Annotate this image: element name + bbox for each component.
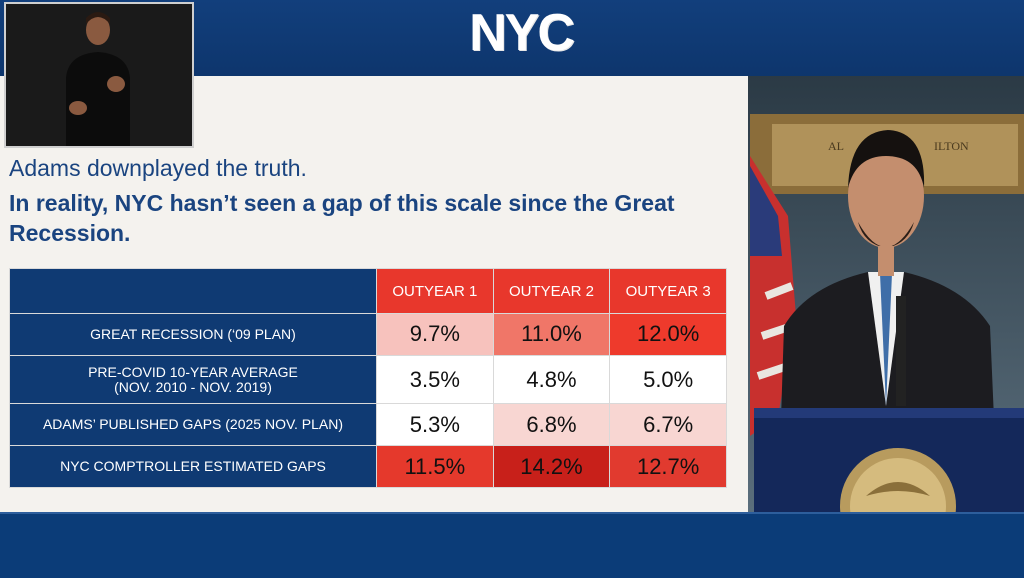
row-label-text: NYC COMPTROLLER ESTIMATED GAPS — [60, 458, 326, 475]
table-cell: 3.5% — [376, 354, 494, 405]
table-cell: 6.8% — [492, 403, 611, 447]
asl-interpreter-video — [4, 2, 194, 148]
table-cell: 11.0% — [492, 313, 611, 356]
slide-headline: Adams downplayed the truth. In reality, … — [9, 154, 729, 248]
plaque-text: ILTON — [934, 139, 969, 153]
table-row: NYC COMPTROLLER ESTIMATED GAPS 11.5% 14.… — [9, 445, 727, 488]
table-row: ADAMS’ PUBLISHED GAPS (2025 NOV. PLAN) 5… — [9, 403, 727, 447]
tie — [880, 274, 892, 406]
table-cell: 5.3% — [376, 403, 494, 447]
budget-gap-table: OUTYEAR 1 OUTYEAR 2 OUTYEAR 3 GREAT RECE… — [9, 268, 727, 488]
row-label-subtext: (NOV. 2010 - NOV. 2019) — [114, 378, 272, 395]
table-corner-cell — [9, 268, 377, 314]
row-label: GREAT RECESSION (‘09 PLAN) — [9, 313, 377, 356]
row-label-text: GREAT RECESSION (‘09 PLAN) — [90, 325, 296, 342]
column-header: OUTYEAR 2 — [492, 268, 611, 314]
column-header: OUTYEAR 1 — [376, 268, 494, 314]
microphone — [896, 296, 906, 406]
headline-line-1: Adams downplayed the truth. — [9, 155, 307, 181]
row-label-text: PRE-COVID 10-YEAR AVERAGE — [88, 363, 298, 380]
table-row: GREAT RECESSION (‘09 PLAN) 9.7% 11.0% 12… — [9, 313, 727, 356]
table-cell: 4.8% — [492, 354, 611, 405]
speaker-scene: AL ILTON — [748, 76, 1024, 512]
speaker-video-feed: AL ILTON — [748, 76, 1024, 512]
interpreter-figure — [6, 4, 192, 146]
column-header: OUTYEAR 3 — [609, 268, 727, 314]
row-label-text: ADAMS’ PUBLISHED GAPS (2025 NOV. PLAN) — [42, 416, 344, 433]
headline-line-2: In reality, NYC hasn’t seen a gap of thi… — [9, 190, 675, 246]
row-label: ADAMS’ PUBLISHED GAPS (2025 NOV. PLAN) — [9, 403, 377, 447]
row-label: NYC COMPTROLLER ESTIMATED GAPS — [9, 445, 377, 488]
table-cell: 14.2% — [492, 445, 611, 488]
table-cell: 6.7% — [609, 403, 727, 447]
row-label: PRE-COVID 10-YEAR AVERAGE (NOV. 2010 - N… — [9, 354, 377, 405]
table-cell: 9.7% — [376, 313, 494, 356]
bottom-band — [0, 512, 1024, 578]
table-header-row: OUTYEAR 1 OUTYEAR 2 OUTYEAR 3 — [9, 268, 727, 314]
table-cell: 12.0% — [609, 313, 727, 356]
plaque-text: AL — [828, 139, 844, 153]
nyc-logo: NYC — [469, 4, 575, 62]
table-row: PRE-COVID 10-YEAR AVERAGE (NOV. 2010 - N… — [9, 354, 727, 405]
table-cell: 5.0% — [609, 354, 727, 405]
table-cell: 11.5% — [376, 445, 494, 488]
table-cell: 12.7% — [609, 445, 727, 488]
speaker-face — [848, 144, 924, 248]
